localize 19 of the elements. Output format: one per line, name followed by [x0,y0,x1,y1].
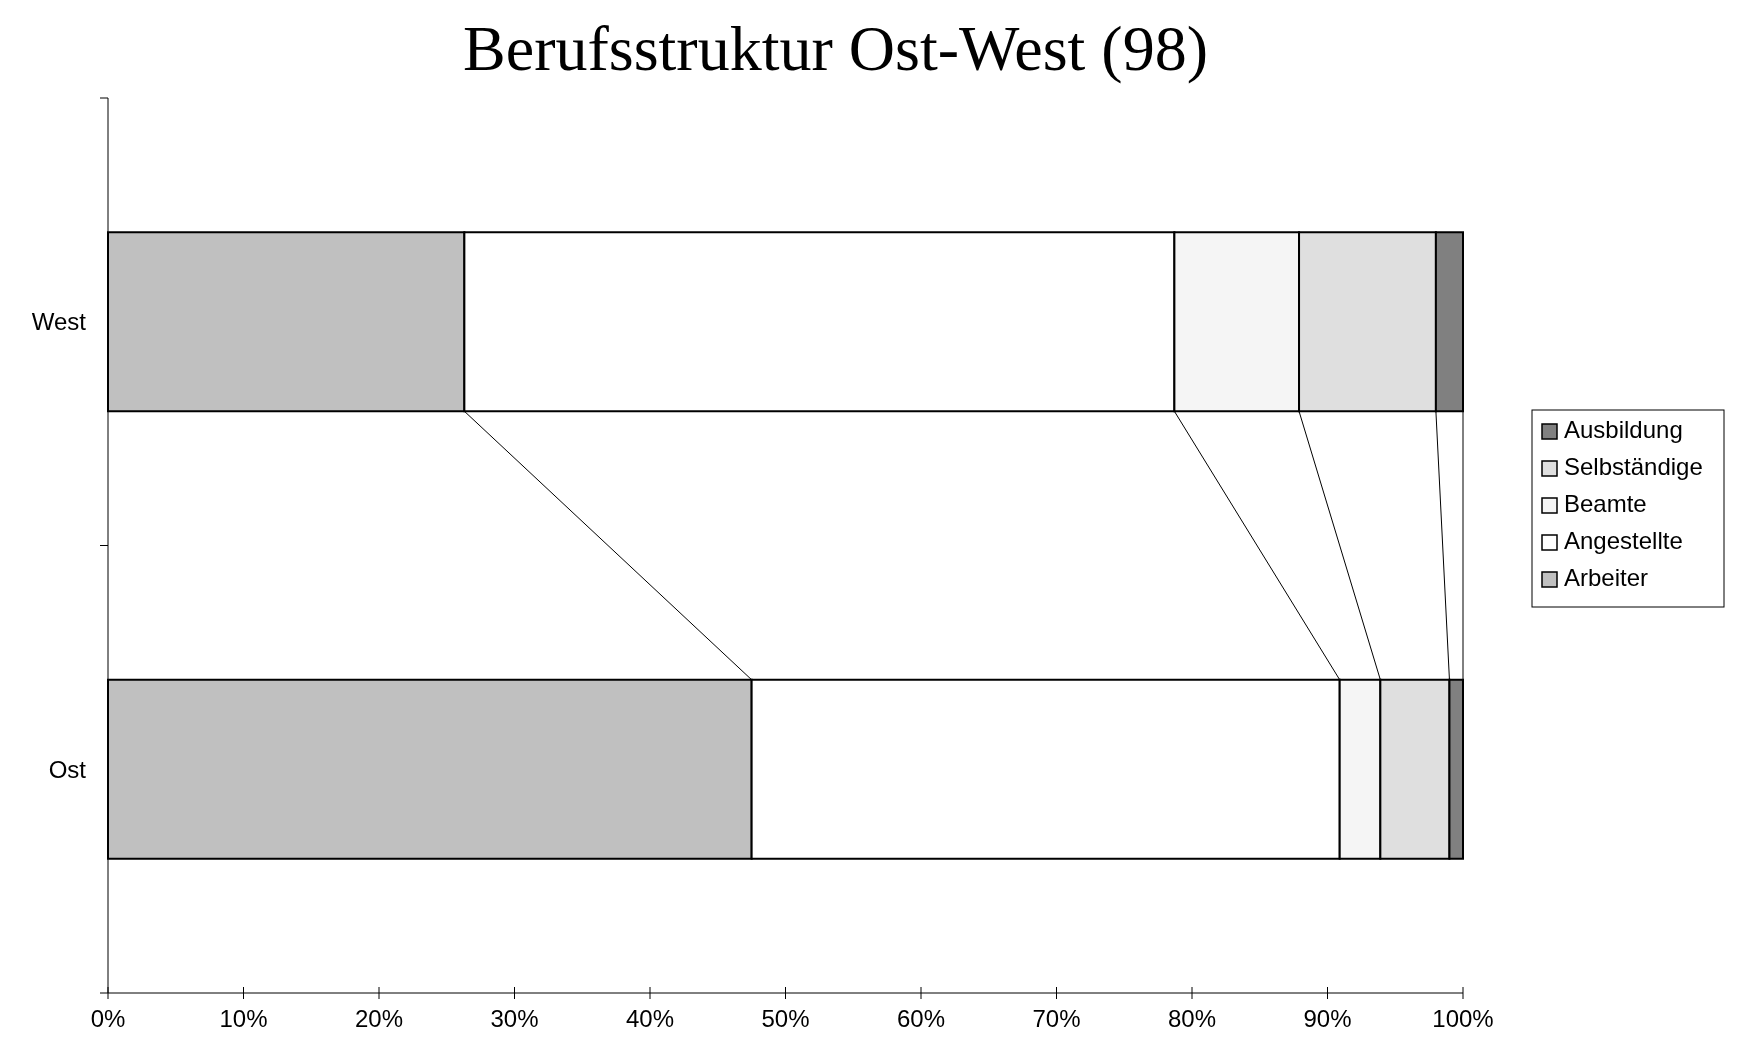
legend-label: Arbeiter [1564,564,1649,591]
legend-label: Selbständige [1564,453,1703,480]
legend-label: Ausbildung [1564,416,1683,443]
x-tick-label: 0% [90,1005,126,1032]
x-tick-label: 90% [1303,1005,1352,1032]
y-tick-label: Ost [48,755,87,783]
x-tick-label: 60% [896,1005,946,1032]
x-tick-label: 100% [1432,1005,1494,1032]
x-tick-label: 40% [625,1005,675,1032]
x-tick-label: 30% [490,1005,539,1032]
x-tick-label: 70% [1032,1005,1081,1032]
x-tick-label: 50% [761,1005,810,1032]
x-tick-label: 20% [354,1005,404,1032]
legend-label: Beamte [1564,490,1647,517]
chart-title: Berufsstruktur Ost-West (98) [463,13,1208,84]
legend-label: Angestellte [1564,527,1683,554]
x-tick-label: 10% [219,1005,268,1032]
y-tick-label: West [31,308,87,336]
x-tick-label: 80% [1167,1005,1217,1032]
